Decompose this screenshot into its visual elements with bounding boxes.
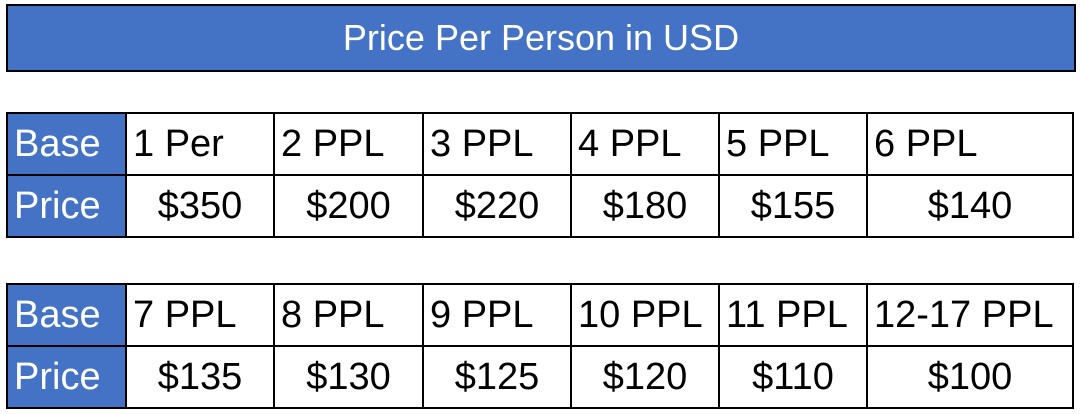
price-cell: $130: [273, 345, 424, 409]
price-cell: $220: [422, 174, 572, 238]
price-cell: $100: [866, 345, 1074, 409]
price-table-2: Base 7 PPL 8 PPL 9 PPL 10 PPL 11 PPL 12-…: [6, 283, 1074, 409]
group-cell: 10 PPL: [570, 283, 720, 347]
table-row-groups: Base 1 Per 2 PPL 3 PPL 4 PPL 5 PPL 6 PPL: [6, 112, 1074, 176]
group-cell: 5 PPL: [718, 112, 868, 176]
price-cell: $110: [718, 345, 868, 409]
price-cell: $125: [422, 345, 572, 409]
price-cell: $155: [718, 174, 868, 238]
group-cell: 6 PPL: [866, 112, 1074, 176]
row-label-price: Price: [6, 345, 127, 409]
price-cell: $135: [125, 345, 275, 409]
table-row-prices: Price $350 $200 $220 $180 $155 $140: [6, 174, 1074, 238]
price-cell: $140: [866, 174, 1074, 238]
group-cell: 4 PPL: [570, 112, 720, 176]
table-row-groups: Base 7 PPL 8 PPL 9 PPL 10 PPL 11 PPL 12-…: [6, 283, 1074, 347]
group-cell: 8 PPL: [273, 283, 424, 347]
row-label-base: Base: [6, 283, 127, 347]
price-cell: $350: [125, 174, 275, 238]
row-label-base: Base: [6, 112, 127, 176]
group-cell: 11 PPL: [718, 283, 868, 347]
group-cell: 12-17 PPL: [866, 283, 1074, 347]
group-cell: 2 PPL: [273, 112, 424, 176]
group-cell: 3 PPL: [422, 112, 572, 176]
price-table-1: Base 1 Per 2 PPL 3 PPL 4 PPL 5 PPL 6 PPL…: [6, 112, 1074, 238]
price-cell: $120: [570, 345, 720, 409]
table-row-prices: Price $135 $130 $125 $120 $110 $100: [6, 345, 1074, 409]
row-label-price: Price: [6, 174, 127, 238]
group-cell: 7 PPL: [125, 283, 275, 347]
price-cell: $200: [273, 174, 424, 238]
price-cell: $180: [570, 174, 720, 238]
group-cell: 1 Per: [125, 112, 275, 176]
group-cell: 9 PPL: [422, 283, 572, 347]
page-title: Price Per Person in USD: [6, 4, 1076, 72]
